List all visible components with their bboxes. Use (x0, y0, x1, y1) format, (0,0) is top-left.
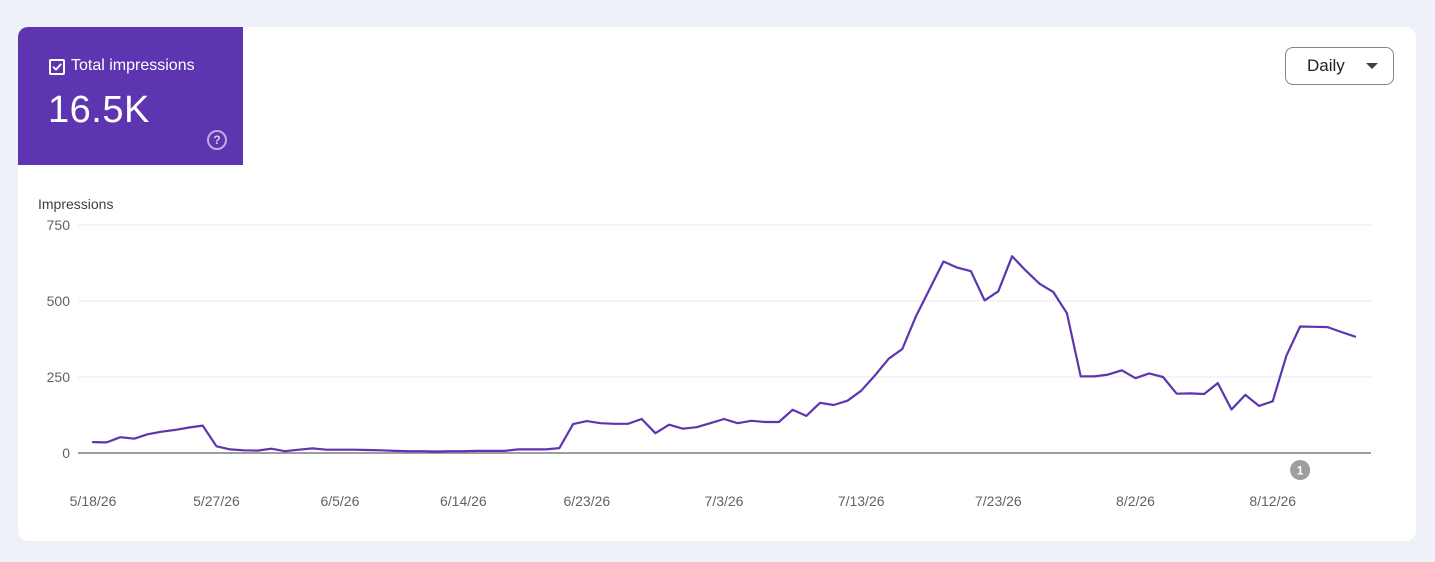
x-tick-label: 5/18/26 (70, 493, 117, 509)
y-axis-title: Impressions (38, 196, 113, 212)
annotations: 1 (1290, 460, 1311, 480)
impressions-line-chart: Impressions 0 250 500 750 5/18/26 5/27/26 6/5… (38, 196, 1371, 509)
checkmark-icon (52, 63, 62, 71)
x-axis-ticks: 5/18/26 5/27/26 6/5/26 6/14/26 6/23/26 7/3/26… (70, 493, 1297, 509)
x-tick-label: 7/13/26 (838, 493, 885, 509)
y-tick-label: 0 (62, 445, 70, 461)
total-impressions-metric[interactable]: Total impressions 16.5K ? (18, 27, 243, 165)
x-tick-label: 5/27/26 (193, 493, 240, 509)
x-tick-label: 6/23/26 (563, 493, 610, 509)
y-tick-label: 500 (47, 293, 71, 309)
x-tick-label: 6/5/26 (320, 493, 359, 509)
y-axis-ticks: 0 250 500 750 (47, 217, 71, 461)
x-tick-label: 8/12/26 (1249, 493, 1296, 509)
x-tick-label: 7/3/26 (705, 493, 744, 509)
caret-down-icon (1366, 63, 1378, 69)
x-tick-label: 8/2/26 (1116, 493, 1155, 509)
performance-card: Impressions 0 250 500 750 5/18/26 5/27/26 6/5… (18, 27, 1416, 541)
y-tick-label: 250 (47, 369, 71, 385)
annotation-marker[interactable]: 1 (1290, 460, 1311, 480)
y-tick-label: 750 (47, 217, 71, 233)
period-selected-label: Daily (1307, 56, 1345, 75)
series-line-impressions (91, 255, 1357, 453)
x-tick-label: 6/14/26 (440, 493, 487, 509)
metric-label: Total impressions (71, 57, 195, 74)
series-layer (91, 255, 1357, 453)
grid-lines (78, 224, 1371, 454)
annotation-circle (1290, 460, 1311, 480)
checkbox-checked-icon[interactable] (49, 59, 65, 75)
metric-value: 16.5K (48, 89, 150, 131)
x-tick-label: 7/23/26 (975, 493, 1022, 509)
annotation-label: 1 (1297, 464, 1304, 478)
help-circle-icon[interactable]: ? (207, 130, 227, 150)
period-dropdown[interactable]: Daily (1285, 47, 1394, 85)
